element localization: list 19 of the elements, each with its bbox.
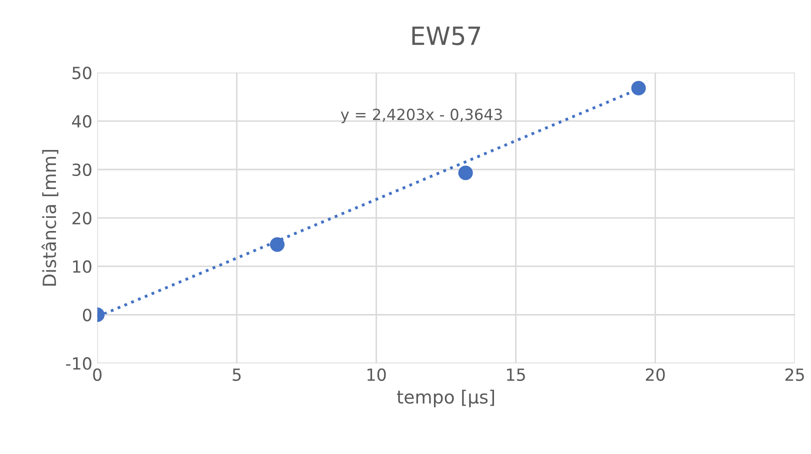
x-tick-label: 5 [232, 368, 241, 381]
chart-title: EW57 [412, 26, 480, 46]
point [631, 80, 646, 96]
x-tick-label: 25 [785, 368, 804, 381]
y-tick-label: -10 [66, 357, 92, 370]
y-tick-label: 50 [72, 66, 92, 80]
y-tick-label: 40 [72, 115, 92, 128]
x-axis-title: tempo [µs] [397, 390, 494, 408]
y-tick-label: 20 [72, 212, 92, 224]
x-tick-label: 15 [507, 368, 525, 381]
x-tick-label: 0 [93, 368, 102, 381]
point [458, 166, 473, 180]
annotation: y = 2,4203x - 0,3643 [340, 108, 502, 124]
y-tick-label: 10 [73, 260, 92, 273]
x-tick-label: 20 [646, 368, 665, 381]
x-tick-label: 10 [368, 368, 386, 381]
y-axis-title: Distância [mm] [41, 150, 58, 286]
y-tick-label: 30 [72, 163, 92, 176]
y-tick-label: 0 [82, 308, 92, 322]
